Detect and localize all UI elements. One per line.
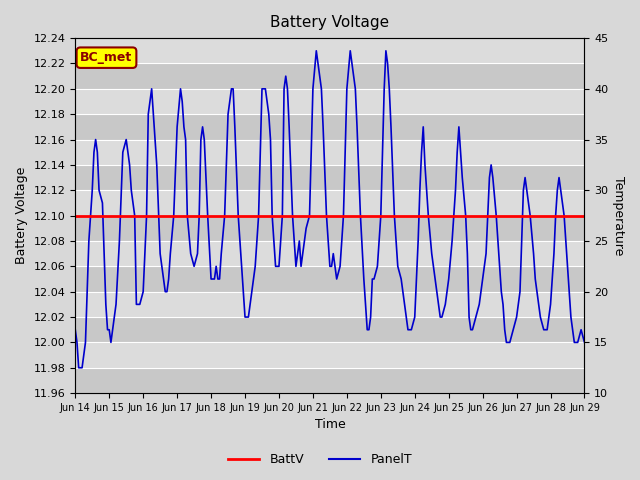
Bar: [76, 89, 584, 114]
Bar: [76, 165, 584, 190]
Bar: [76, 241, 584, 266]
Bar: [76, 292, 584, 317]
Bar: [76, 317, 584, 342]
Title: Battery Voltage: Battery Voltage: [270, 15, 390, 30]
Bar: [76, 368, 584, 393]
Bar: [76, 38, 584, 63]
Bar: [76, 342, 584, 368]
Bar: [76, 190, 584, 216]
Text: BC_met: BC_met: [81, 51, 132, 64]
Legend: BattV, PanelT: BattV, PanelT: [223, 448, 417, 471]
Bar: [76, 114, 584, 140]
Bar: [76, 216, 584, 241]
Y-axis label: Battery Voltage: Battery Voltage: [15, 167, 28, 264]
Y-axis label: Temperature: Temperature: [612, 176, 625, 255]
Bar: [76, 63, 584, 89]
X-axis label: Time: Time: [314, 419, 345, 432]
Bar: [76, 266, 584, 292]
Bar: [76, 140, 584, 165]
